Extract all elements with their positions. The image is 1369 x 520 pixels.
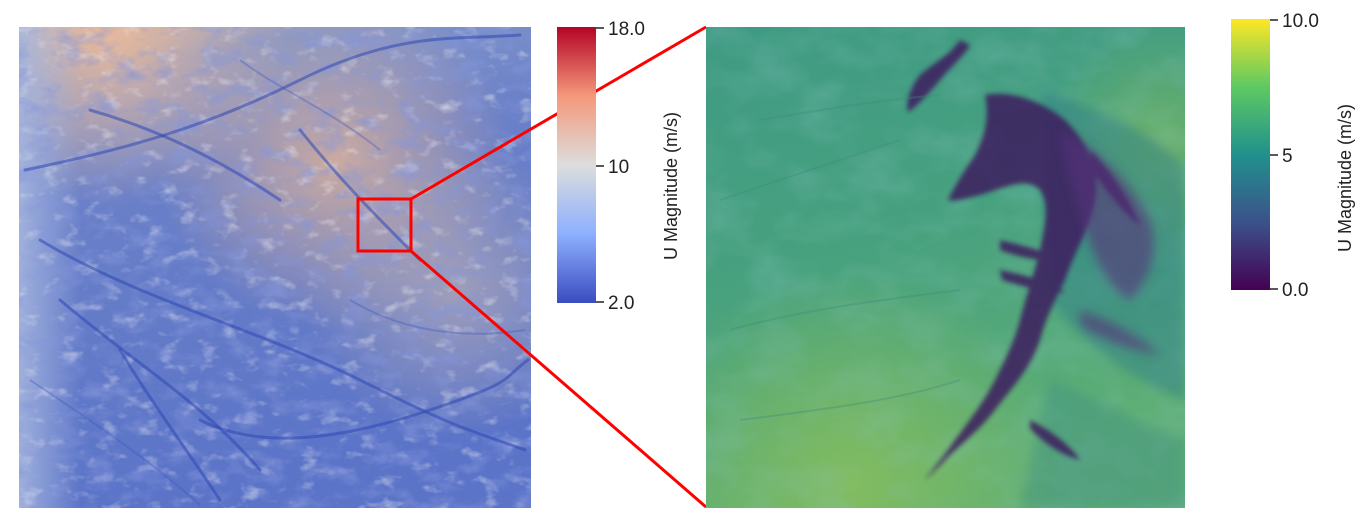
zoom-region-box: [356, 197, 413, 253]
right-colorbar-gradient: [1231, 19, 1270, 290]
left-colorbar-title: U Magnitude (m/s): [661, 112, 681, 260]
left-velocity-map: [19, 27, 531, 508]
left-colorbar: 18.0 10 2.0 U Magnitude (m/s): [557, 19, 681, 314]
right-colorbar-title: U Magnitude (m/s): [1335, 104, 1355, 252]
right-colorbar-tick-mid: 5: [1282, 146, 1293, 167]
left-colorbar-gradient: [557, 27, 596, 303]
left-colorbar-tick-mid: 10: [608, 157, 629, 178]
left-colorbar-tick-max: 18.0: [608, 19, 645, 40]
right-colorbar-tick-min: 0.0: [1282, 280, 1308, 301]
right-colorbar: 10.0 5 0.0 U Magnitude (m/s): [1231, 11, 1355, 301]
right-velocity-map: [706, 27, 1185, 508]
zoom-connector-bottom: [410, 249, 707, 509]
left-colorbar-tick-min: 2.0: [608, 293, 634, 314]
right-colorbar-tick-max: 10.0: [1282, 11, 1319, 32]
